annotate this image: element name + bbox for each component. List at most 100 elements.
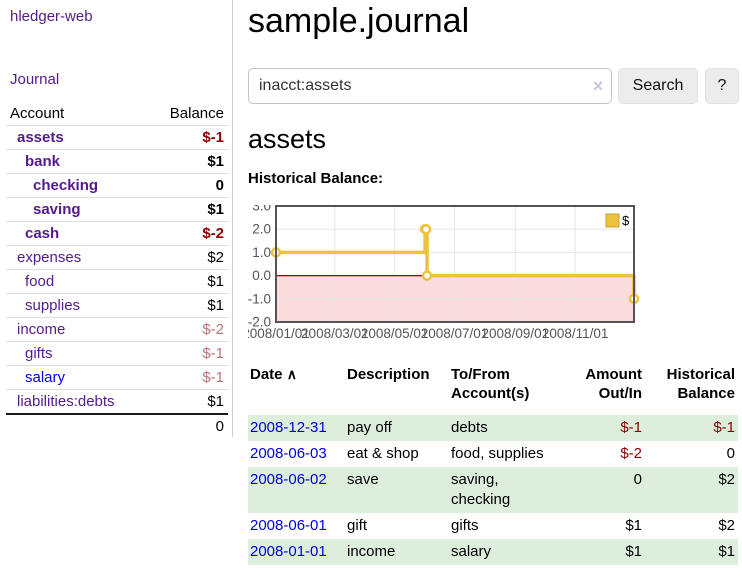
account-balance: $2 — [148, 245, 228, 270]
account-link-assets[interactable]: assets — [17, 129, 64, 146]
transaction-accounts: saving, checking — [451, 471, 511, 508]
account-balance: $-2 — [148, 221, 228, 246]
transaction-accounts: food, supplies — [451, 445, 544, 462]
account-link-bank[interactable]: bank — [25, 153, 61, 170]
account-row: salary $-1 — [6, 365, 228, 390]
transaction-balance: 0 — [726, 445, 735, 462]
transaction-balance: $-1 — [713, 419, 735, 436]
account-heading: assets — [248, 124, 327, 154]
account-row: food $1 — [6, 269, 228, 294]
page-title: sample.journal — [248, 2, 470, 40]
register-row: 2008-01-01 income salary $1 $1 — [248, 539, 738, 565]
account-link-expenses[interactable]: expenses — [17, 249, 82, 266]
svg-text:1.0: 1.0 — [252, 245, 271, 260]
register-row: 2008-06-03 eat & shop food, supplies $-2 0 — [248, 441, 738, 467]
account-link-saving[interactable]: saving — [33, 201, 81, 218]
account-link-salary[interactable]: salary — [25, 369, 66, 386]
chart-canvas: $3.0 2.0 1.0 0.0 -1.0 -2.02008/01/012008/03/0… — [242, 199, 640, 341]
sidebar: hledger-web Journal Account Balance asse… — [0, 0, 233, 438]
historical-balance-chart: $3.0 2.0 1.0 0.0 -1.0 -2.0 2008/01/01 2008/03/0… — [242, 199, 718, 350]
svg-text:2008/07/01: 2008/07/01 — [421, 326, 489, 341]
account-row: expenses $2 — [6, 245, 228, 270]
register-table: Date ∧ Description To/From Account(s) Am… — [248, 363, 738, 565]
account-row: gifts $-1 — [6, 341, 228, 366]
account-balance: $1 — [148, 293, 228, 318]
register-header-tofrom: To/From Account(s) — [451, 366, 530, 402]
register-row: 2008-06-01 gift gifts $1 $2 — [248, 513, 738, 539]
svg-text:-1.0: -1.0 — [248, 291, 271, 306]
legend-swatch — [605, 213, 620, 228]
register-row: 2008-12-31 pay off debts $-1 $-1 — [248, 415, 738, 441]
accounts-header-balance: Balance — [169, 105, 224, 122]
transaction-accounts: salary — [451, 543, 492, 560]
svg-text:2008/05/01: 2008/05/01 — [361, 326, 429, 341]
transaction-date-link[interactable]: 2008-01-01 — [250, 543, 327, 560]
accounts-table-body: assets $-1 bank $1 checking 0 saving $1 cash $-2 e… — [6, 125, 228, 438]
account-balance: $-1 — [148, 341, 228, 366]
register-header-amount: Amount Out/In — [585, 366, 642, 402]
transaction-amount: 0 — [633, 471, 642, 488]
svg-text:2008/09/01: 2008/09/01 — [482, 326, 550, 341]
transaction-date-link[interactable]: 2008-06-01 — [250, 517, 327, 534]
account-balance: $1 — [148, 269, 228, 294]
brand-link[interactable]: hledger-web — [10, 8, 93, 25]
transaction-amount: $1 — [625, 517, 642, 534]
svg-text:0.0: 0.0 — [252, 268, 271, 283]
search-input[interactable] — [248, 68, 612, 104]
account-link-checking[interactable]: checking — [33, 177, 99, 194]
register-header-date[interactable]: Date ∧ — [250, 366, 297, 383]
account-link-gifts[interactable]: gifts — [25, 345, 53, 362]
nav-journal-link[interactable]: Journal — [10, 71, 60, 88]
transaction-description: eat & shop — [347, 445, 419, 462]
accounts-total-value: 0 — [148, 413, 228, 438]
search-bar: × Search ? — [248, 68, 739, 104]
accounts-header-account: Account — [10, 105, 65, 122]
transaction-balance: $1 — [718, 543, 735, 560]
account-row: bank $1 — [6, 149, 228, 174]
clear-search-icon[interactable]: × — [592, 76, 604, 96]
account-link-liabilities-debts[interactable]: liabilities:debts — [17, 393, 115, 410]
help-button[interactable]: ? — [705, 68, 739, 104]
account-balance: $1 — [148, 149, 228, 174]
account-link-cash[interactable]: cash — [25, 225, 60, 242]
transaction-amount: $-2 — [620, 445, 642, 462]
transaction-description: pay off — [347, 419, 392, 436]
transaction-date-link[interactable]: 2008-06-02 — [250, 471, 327, 488]
transaction-description: gift — [347, 517, 368, 534]
transaction-balance: $2 — [718, 471, 735, 488]
accounts-total-row: 0 — [6, 413, 228, 438]
account-link-income[interactable]: income — [17, 321, 66, 338]
transaction-accounts: gifts — [451, 517, 479, 534]
svg-text:-2.0: -2.0 — [248, 315, 271, 330]
register-row: 2008-06-02 save saving, checking 0 $2 — [248, 467, 738, 513]
transaction-description: income — [347, 543, 396, 560]
account-balance: 0 — [148, 173, 228, 198]
transaction-date-link[interactable]: 2008-06-03 — [250, 445, 327, 462]
register-header-description: Description — [347, 366, 430, 383]
register-header-balance: Historical Balance — [666, 366, 735, 402]
svg-text:2008/01/01: 2008/01/01 — [248, 326, 310, 341]
account-balance: $-1 — [148, 125, 228, 150]
account-balance: $-2 — [148, 317, 228, 342]
svg-text:2.0: 2.0 — [252, 222, 271, 237]
account-link-supplies[interactable]: supplies — [25, 297, 81, 314]
transaction-accounts: debts — [451, 419, 488, 436]
transaction-date-link[interactable]: 2008-12-31 — [250, 419, 327, 436]
search-button[interactable]: Search — [618, 68, 698, 104]
account-row: checking 0 — [6, 173, 228, 198]
sort-asc-icon: ∧ — [286, 366, 297, 382]
account-balance: $1 — [148, 389, 228, 414]
transaction-amount: $-1 — [620, 419, 642, 436]
accounts-table: Account Balance assets $-1 bank $1 checking 0… — [6, 102, 228, 438]
main-content: sample.journal × Search ? assets Histori… — [242, 0, 739, 565]
account-row: liabilities:debts $1 — [6, 389, 228, 414]
account-row: income $-2 — [6, 317, 228, 342]
transaction-amount: $1 — [625, 543, 642, 560]
account-link-food[interactable]: food — [25, 273, 55, 290]
account-balance: $1 — [148, 197, 228, 222]
transaction-balance: $2 — [718, 517, 735, 534]
chart-title: Historical Balance: — [248, 170, 384, 187]
svg-text:2008/03/01: 2008/03/01 — [301, 326, 369, 341]
account-balance: $-1 — [148, 365, 228, 390]
legend-label: $ — [622, 213, 630, 228]
